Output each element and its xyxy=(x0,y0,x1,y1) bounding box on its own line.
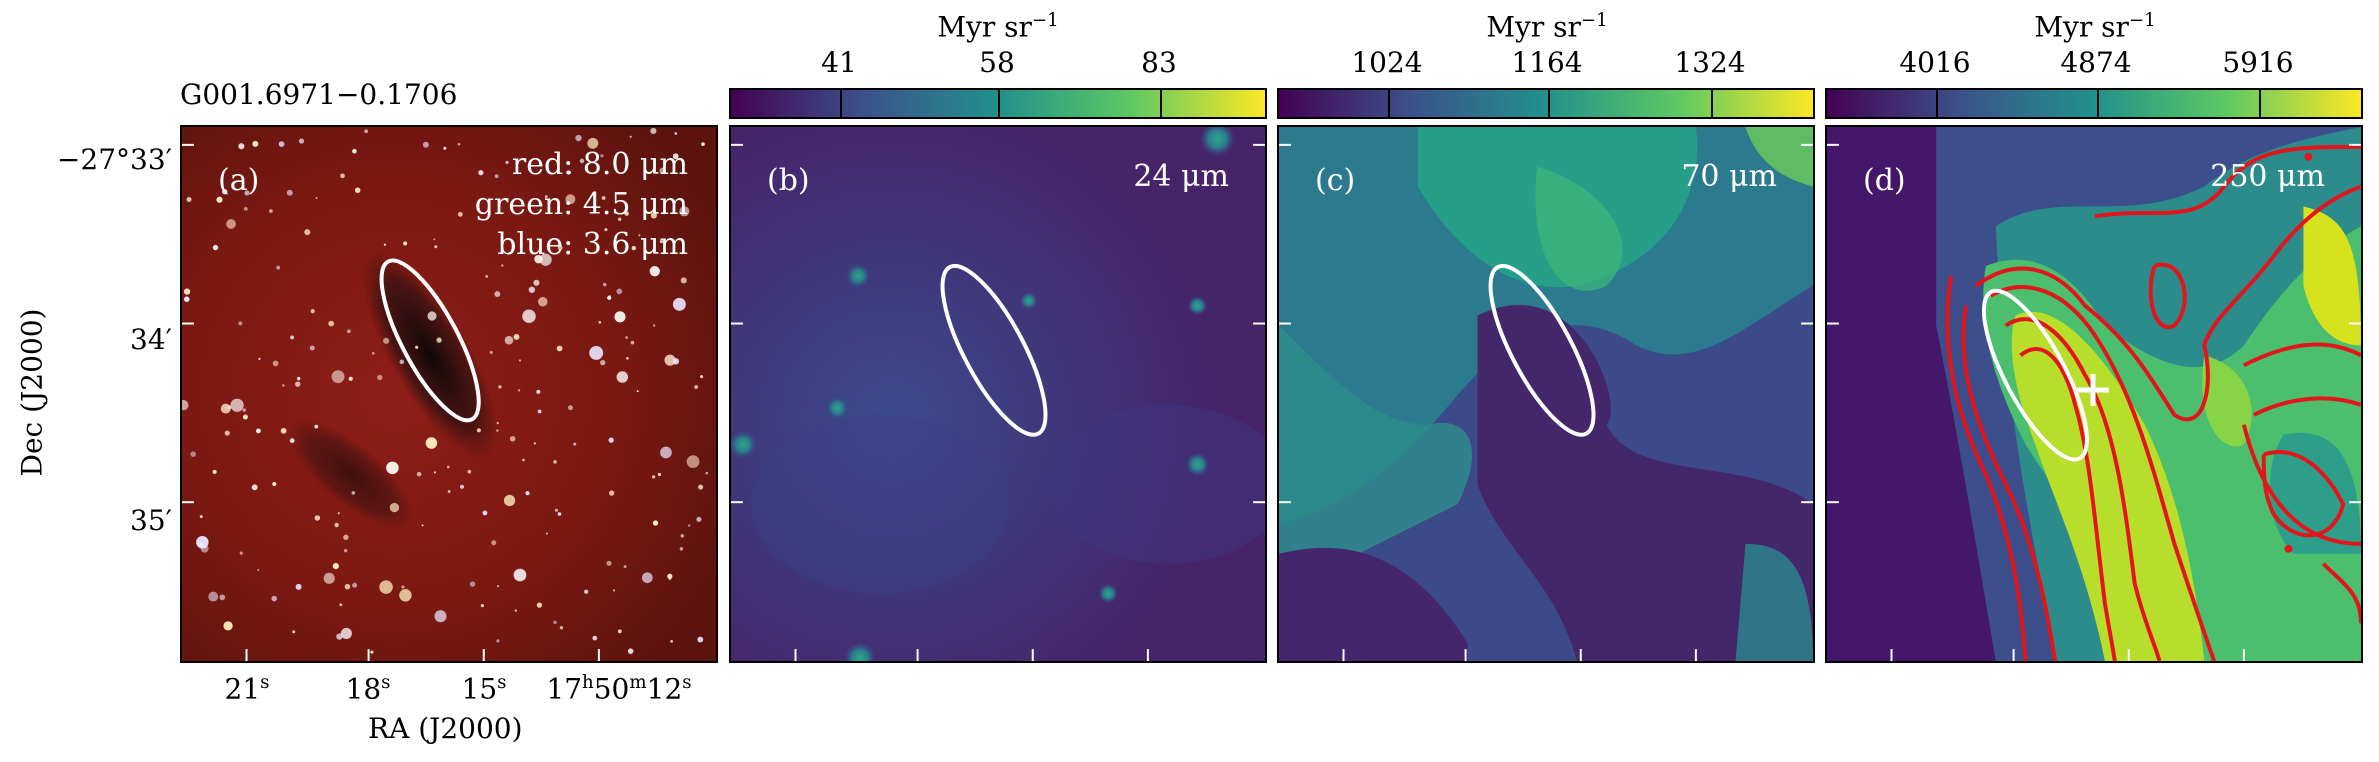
source-ellipse xyxy=(379,258,481,423)
panel-c-70um-image: (c) 70 μm xyxy=(1277,125,1815,663)
star-field xyxy=(182,127,709,654)
tick-marks xyxy=(1827,143,2361,661)
overlay xyxy=(182,143,600,661)
colorbar-tick-label: 1164 xyxy=(1511,46,1583,79)
y-tick-label: 34′ xyxy=(130,323,172,356)
colorbar-unit: Myr sr−1 xyxy=(937,10,1059,44)
colorbar-tick-label: 1024 xyxy=(1351,46,1423,79)
band-label-red: red: 8.0 μm xyxy=(511,147,688,182)
band-label-green: green: 4.5 μm xyxy=(474,187,688,222)
panel-label: (a) xyxy=(218,163,260,198)
wavelength-label: 250 μm xyxy=(2210,159,2325,194)
colorbar-250um xyxy=(1825,88,2363,119)
overlay xyxy=(1827,143,2361,661)
wavelength-label: 24 μm xyxy=(1133,159,1229,194)
source-title: G001.6971−0.1706 xyxy=(180,78,458,111)
source-ellipse xyxy=(940,263,1048,437)
panel-label: (b) xyxy=(767,163,810,198)
y-tick-label: 35′ xyxy=(130,504,172,537)
panel-label: (c) xyxy=(1315,163,1356,198)
tick-marks xyxy=(1279,143,1813,661)
colorbar-tick-label: 41 xyxy=(821,46,857,79)
colorbar-tick-label: 4016 xyxy=(1899,46,1971,79)
colorbar-tick-label: 58 xyxy=(979,46,1015,79)
tick-marks xyxy=(182,143,600,661)
tick-marks xyxy=(731,143,1265,661)
x-tick-label: 18s xyxy=(345,672,391,706)
wavelength-label: 70 μm xyxy=(1681,159,1777,194)
y-tick-label: −27°33′ xyxy=(56,143,172,176)
x-tick-label: 21s xyxy=(224,672,270,706)
24um-map xyxy=(731,127,1265,661)
colorbar-tick-label: 4874 xyxy=(2060,46,2132,79)
panel-b-24um-image: (b) 24 μm xyxy=(729,125,1267,663)
colorbar-tick-label: 83 xyxy=(1141,46,1177,79)
colorbar-70um xyxy=(1277,88,1815,119)
colorbar-tick-label: 5916 xyxy=(2222,46,2294,79)
source-ellipse xyxy=(1981,288,2089,462)
x-tick-label: 15s xyxy=(461,672,507,706)
panel-label: (d) xyxy=(1863,163,1906,198)
contour-lines xyxy=(1945,144,2361,661)
x-tick-label: 17h50m12s xyxy=(546,672,692,706)
70um-map xyxy=(1279,127,1813,661)
panel-d-250um-image: (d) 250 μm xyxy=(1825,125,2363,663)
colorbar-unit: Myr sr−1 xyxy=(2034,10,2156,44)
colorbar-24um xyxy=(729,88,1267,119)
source-ellipse xyxy=(1488,263,1596,437)
colorbar-unit: Myr sr−1 xyxy=(1486,10,1608,44)
band-label-blue: blue: 3.6 μm xyxy=(497,227,688,262)
overlay xyxy=(1279,143,1813,661)
rgb-composite-image xyxy=(182,127,716,661)
colorbar-tick-label: 1324 xyxy=(1674,46,1746,79)
peak-position-marker xyxy=(2077,374,2109,406)
panel-a-rgb-image: (a) red: 8.0 μm green: 4.5 μm blue: 3.6 … xyxy=(180,125,718,663)
overlay xyxy=(731,143,1265,661)
x-axis-label: RA (J2000) xyxy=(368,712,523,745)
